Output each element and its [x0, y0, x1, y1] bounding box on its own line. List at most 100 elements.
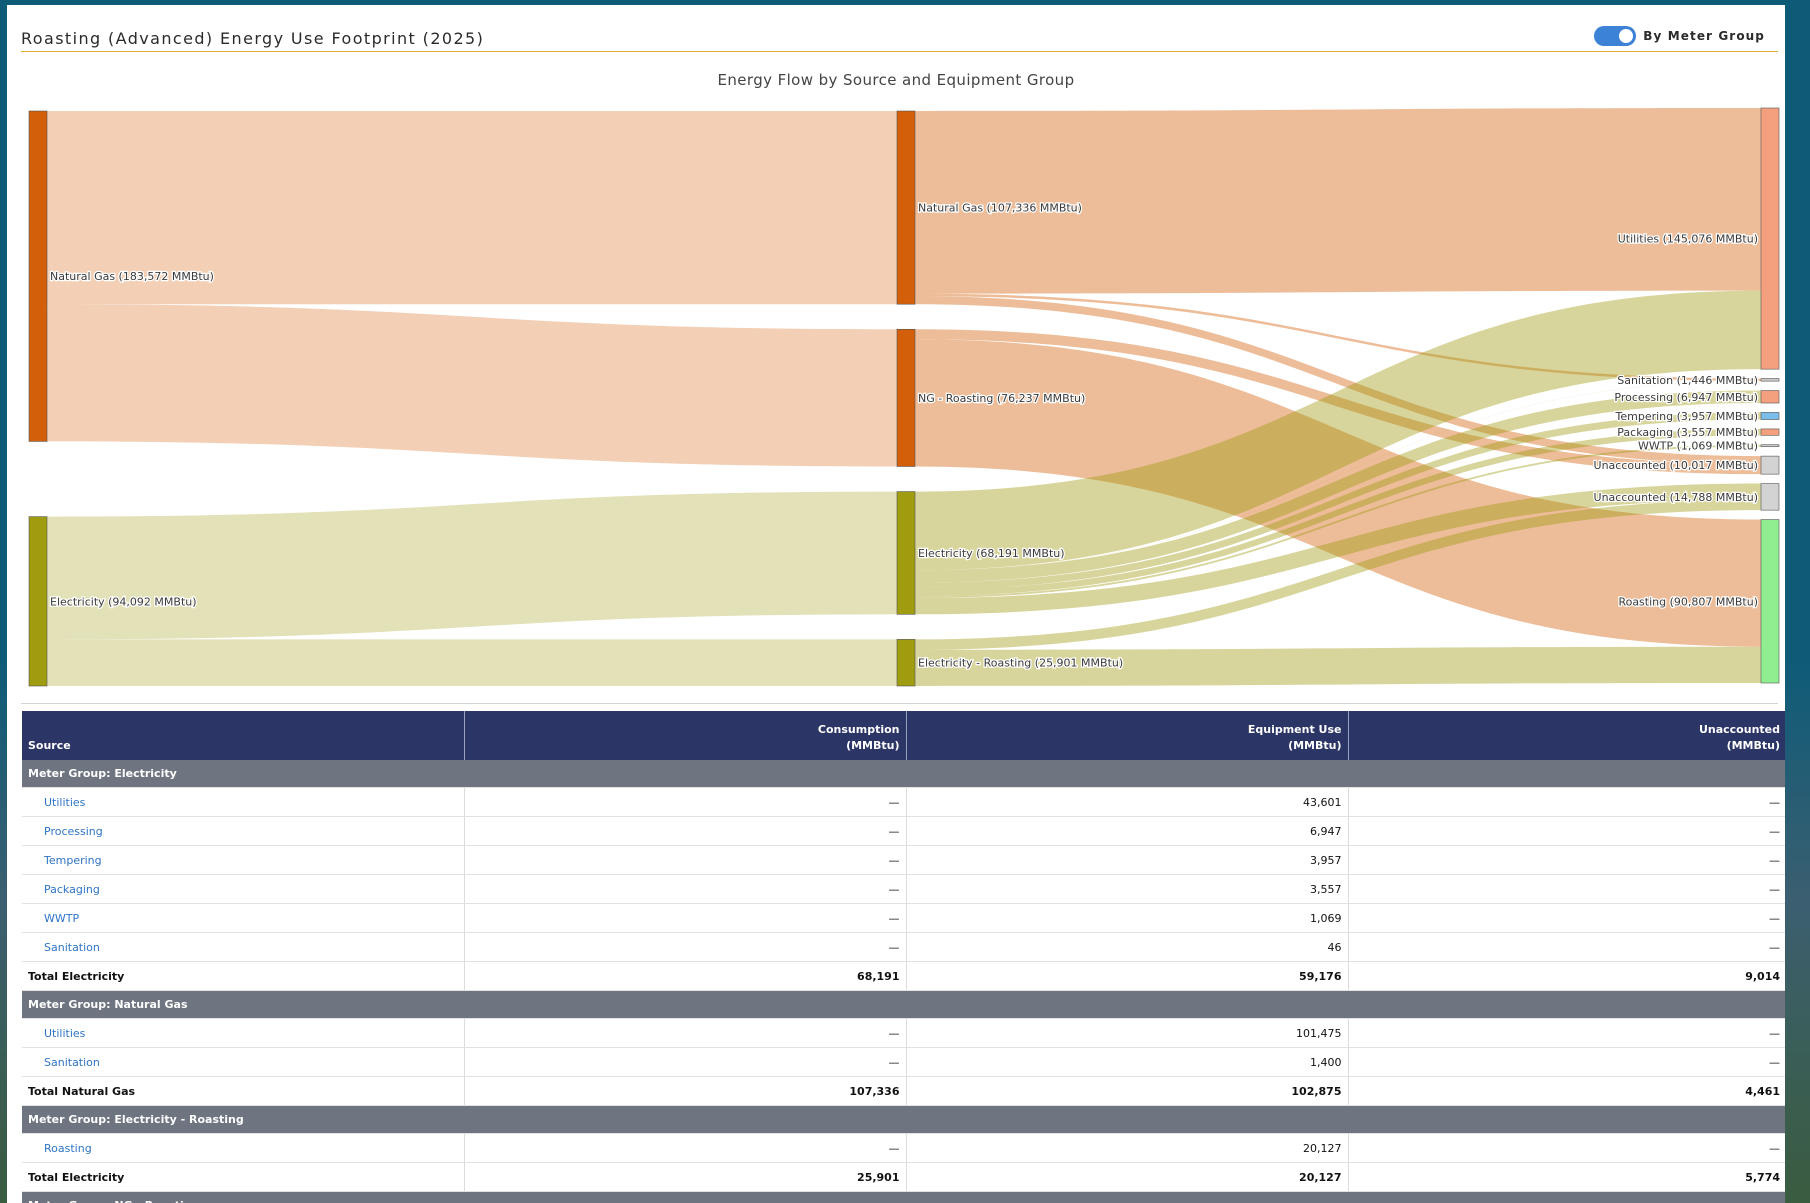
sankey-label-mg_ngr: NG - Roasting (76,237 MMBtu): [918, 392, 1085, 405]
value-cell: 59,176: [906, 961, 1349, 991]
equipment-link[interactable]: Sanitation: [44, 940, 100, 954]
group-label: Meter Group: Electricity: [22, 760, 1785, 788]
sankey-link-mg_el-eq_proc[interactable]: [915, 390, 1761, 583]
value-cell: 20,127: [906, 1133, 1349, 1163]
sankey-node-mg_ngr[interactable]: [896, 328, 916, 467]
value-cell: —: [464, 816, 907, 846]
sankey-link-mg_el-eq_un2[interactable]: [915, 483, 1761, 615]
table-header-row: Source Consumption (MMBtu) Equipment Use (MM…: [22, 711, 1785, 760]
sankey-node-eq_temp[interactable]: [1760, 412, 1780, 420]
value-cell: —: [1348, 816, 1785, 846]
sankey-node-eq_pack[interactable]: [1760, 428, 1780, 436]
value-cell: 3,557: [906, 874, 1349, 904]
source-cell[interactable]: Utilities: [22, 1018, 465, 1048]
column-header-line1: Unaccounted: [1698, 723, 1780, 736]
value-cell: 1,069: [906, 903, 1349, 933]
sankey-link-mg_ngr-eq_un1[interactable]: [915, 329, 1761, 475]
table-body: Meter Group: Electricity Utilities —43,601…: [22, 760, 1785, 1203]
sankey-label-eq_proc: Processing (6,947 MMBtu): [1614, 391, 1758, 404]
sankey-link-mg_el-eq_pack[interactable]: [915, 428, 1761, 597]
sankey-label-mg_ng: Natural Gas (107,336 MMBtu): [918, 202, 1082, 215]
sankey-label-mg_elr: Electricity - Roasting (25,901 MMBtu): [918, 657, 1123, 670]
chart-title: Energy Flow by Source and Equipment Grou…: [717, 71, 1075, 89]
table-row: Packaging —3,557—: [22, 874, 1785, 904]
equipment-link[interactable]: Utilities: [44, 795, 86, 809]
sankey-link-src_ng-mg_ng[interactable]: [47, 111, 897, 305]
meter-group-toggle[interactable]: By Meter Group: [1594, 26, 1765, 46]
value-cell: —: [1348, 903, 1785, 933]
column-header-1: Consumption (MMBtu): [464, 711, 907, 760]
value-cell: 101,475: [906, 1018, 1349, 1048]
sankey-link-mg_el-eq_wwtp[interactable]: [915, 444, 1761, 599]
equipment-link[interactable]: Packaging: [44, 882, 100, 896]
sankey-link-mg_elr-eq_roast[interactable]: [915, 646, 1761, 686]
sankey-link-mg_ng-eq_util[interactable]: [915, 108, 1761, 294]
value-cell: 9,014: [1348, 961, 1785, 991]
value-cell: —: [1348, 845, 1785, 875]
column-header-line2: (MMBtu): [1726, 739, 1780, 752]
sankey-link-src_el-mg_el[interactable]: [47, 491, 897, 640]
source-cell[interactable]: Sanitation: [22, 932, 465, 962]
sankey-node-mg_el[interactable]: [896, 491, 916, 615]
value-cell: —: [1348, 932, 1785, 962]
sankey-link-mg_ng-eq_un1[interactable]: [915, 296, 1761, 465]
toggle-switch[interactable]: [1594, 26, 1637, 46]
equipment-link[interactable]: Utilities: [44, 1026, 86, 1040]
sankey-node-src_el[interactable]: [28, 516, 48, 687]
group-row: Meter Group: Natural Gas: [22, 990, 1785, 1019]
column-header-line1: Consumption: [817, 723, 900, 736]
sankey-link-mg_ngr-eq_roast[interactable]: [915, 339, 1761, 647]
sankey-link-src_el-mg_elr[interactable]: [47, 639, 897, 686]
sankey-node-eq_un1[interactable]: [1760, 455, 1780, 475]
source-cell: Total Natural Gas: [22, 1076, 465, 1106]
sankey-link-mg_ng-eq_san[interactable]: [915, 293, 1761, 382]
value-cell: —: [464, 903, 907, 933]
sankey-label-mg_el: Electricity (68,191 MMBtu): [918, 547, 1065, 560]
sankey-link-src_ng-mg_ngr[interactable]: [47, 304, 897, 467]
source-cell[interactable]: Tempering: [22, 845, 465, 875]
equipment-link[interactable]: Processing: [44, 824, 103, 838]
source-cell[interactable]: WWTP: [22, 903, 465, 933]
sankey-node-eq_roast[interactable]: [1760, 519, 1780, 684]
value-cell: —: [1348, 787, 1785, 817]
value-cell: 6,947: [906, 816, 1349, 846]
source-cell[interactable]: Processing: [22, 816, 465, 846]
equipment-link[interactable]: Tempering: [44, 853, 102, 867]
source-cell[interactable]: Packaging: [22, 874, 465, 904]
value-cell: —: [1348, 874, 1785, 904]
sankey-label-eq_util: Utilities (145,076 MMBtu): [1618, 233, 1758, 246]
sankey-link-mg_elr-eq_un2[interactable]: [915, 499, 1761, 650]
source-cell[interactable]: Utilities: [22, 787, 465, 817]
sankey-link-mg_el-eq_san[interactable]: [915, 381, 1761, 571]
header-divider: [21, 51, 1778, 52]
sankey-node-eq_wwtp[interactable]: [1760, 444, 1780, 448]
sankey-node-eq_san[interactable]: [1760, 378, 1780, 382]
sankey-label-eq_un1: Unaccounted (10,017 MMBtu): [1594, 459, 1758, 472]
value-cell: 102,875: [906, 1076, 1349, 1106]
group-row: Meter Group: Electricity: [22, 760, 1785, 788]
equipment-link[interactable]: Roasting: [44, 1141, 92, 1155]
sankey-label-src_ng: Natural Gas (183,572 MMBtu): [50, 270, 214, 283]
sankey-node-eq_util[interactable]: [1760, 107, 1780, 370]
table-row: Sanitation —46—: [22, 932, 1785, 962]
column-header-line2: (MMBtu): [846, 739, 900, 752]
sankey-node-eq_un2[interactable]: [1760, 483, 1780, 511]
group-label: Meter Group: Natural Gas: [22, 990, 1785, 1019]
value-cell: —: [464, 1018, 907, 1048]
value-cell: —: [1348, 1133, 1785, 1163]
sankey-node-eq_proc[interactable]: [1760, 390, 1780, 404]
sankey-node-mg_ng[interactable]: [896, 110, 916, 305]
sankey-node-mg_elr[interactable]: [896, 639, 916, 687]
sankey-link-mg_el-eq_temp[interactable]: [915, 412, 1761, 590]
value-cell: —: [464, 845, 907, 875]
report-card: Roasting (Advanced) Energy Use Footprint…: [7, 5, 1785, 1203]
total-row: Total Electricity 25,901 20,127 5,774: [22, 1162, 1785, 1192]
equipment-link[interactable]: Sanitation: [44, 1055, 100, 1069]
sankey-node-src_ng[interactable]: [28, 110, 48, 442]
sankey-link-mg_el-eq_util[interactable]: [915, 290, 1761, 571]
equipment-link[interactable]: WWTP: [44, 911, 80, 925]
source-cell[interactable]: Roasting: [22, 1133, 465, 1163]
source-cell[interactable]: Sanitation: [22, 1047, 465, 1077]
report-header: Roasting (Advanced) Energy Use Footprint…: [7, 5, 1785, 52]
value-cell: 68,191: [464, 961, 907, 991]
